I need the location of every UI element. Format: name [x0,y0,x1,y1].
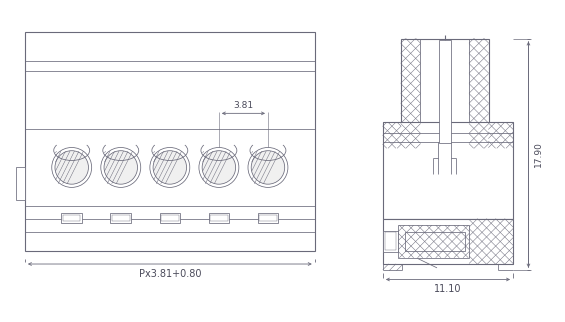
Bar [405,232,466,251]
Text: 3.81: 3.81 [233,101,254,110]
Ellipse shape [153,151,186,184]
Ellipse shape [150,147,190,187]
Bar [401,39,489,148]
Bar [161,215,179,221]
Bar [258,213,278,223]
Bar [398,225,469,258]
Bar [111,213,131,223]
Bar [210,215,228,221]
Ellipse shape [202,151,236,184]
Ellipse shape [199,147,239,187]
Ellipse shape [248,147,288,187]
Text: Px3.81+0.80: Px3.81+0.80 [138,269,201,279]
Bar [259,215,277,221]
Text: 17.90: 17.90 [533,142,542,167]
Bar [159,213,180,223]
Bar [63,215,80,221]
Bar [208,213,229,223]
Ellipse shape [55,151,89,184]
Ellipse shape [251,151,285,184]
Ellipse shape [52,147,92,187]
Ellipse shape [104,151,137,184]
Bar [112,215,129,221]
Bar [62,213,82,223]
Bar [385,232,397,251]
Bar [383,231,398,252]
Polygon shape [16,167,25,200]
Ellipse shape [101,147,141,187]
Bar [439,40,450,143]
Bar [383,219,513,264]
Bar [25,32,315,251]
Text: 11.10: 11.10 [434,284,462,294]
Bar [383,122,513,219]
